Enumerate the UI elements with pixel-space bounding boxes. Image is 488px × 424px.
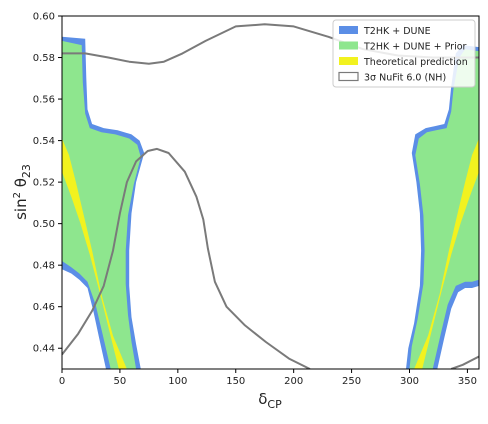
axis-labels: δCP sin2 θ23: [12, 164, 282, 411]
x-axis-label: δCP: [258, 390, 282, 411]
x-tick-label: 50: [114, 376, 127, 387]
legend-swatch: [339, 26, 358, 34]
legend-label: Theoretical prediction: [363, 57, 468, 68]
y-tick-label: 0.56: [33, 95, 55, 106]
x-tick-label: 150: [226, 376, 245, 387]
legend-swatch: [339, 41, 358, 50]
x-axis: 0 50 100 150 200 250 300 350: [59, 369, 477, 387]
legend-swatch: [339, 57, 358, 65]
region-1-1: [409, 49, 479, 369]
legend: T2HK + DUNE T2HK + DUNE + Prior Theoretica…: [332, 19, 476, 88]
x-tick-label: 100: [168, 376, 187, 387]
legend-swatch: [338, 71, 359, 82]
y-tick-label: 0.52: [33, 178, 55, 189]
region-2-0: [62, 138, 127, 369]
plot-frame: [61, 15, 480, 370]
legend-box: [332, 19, 476, 88]
x-tick-label: 300: [400, 376, 419, 387]
y-axis-label: sin2 θ23: [12, 164, 33, 220]
y-tick-label: 0.46: [33, 302, 55, 313]
y-tick-label: 0.44: [33, 344, 55, 355]
y-tick-label: 0.48: [33, 261, 55, 272]
region-2-1: [414, 138, 479, 369]
x-tick-label: 350: [458, 376, 477, 387]
plot-area: [62, 23, 479, 369]
y-tick-label: 0.58: [33, 53, 55, 64]
legend-label: T2HK + DUNE + Prior: [363, 42, 467, 53]
x-tick-label: 0: [59, 376, 65, 387]
legend-label: 3σ NuFit 6.0 (NH): [364, 73, 446, 84]
x-tick-label: 200: [284, 376, 303, 387]
y-tick-label: 0.54: [33, 136, 55, 147]
contour-line-2: [450, 355, 479, 369]
y-tick-label: 0.60: [33, 12, 55, 23]
legend-label: T2HK + DUNE: [363, 26, 431, 37]
y-tick-label: 0.50: [33, 219, 55, 230]
x-tick-label: 250: [342, 376, 361, 387]
contour-line-1: [62, 147, 311, 369]
region-1-0: [62, 40, 141, 369]
y-axis: 0.44 0.46 0.48 0.50 0.52 0.54 0.56 0.58 0.60: [33, 12, 62, 355]
